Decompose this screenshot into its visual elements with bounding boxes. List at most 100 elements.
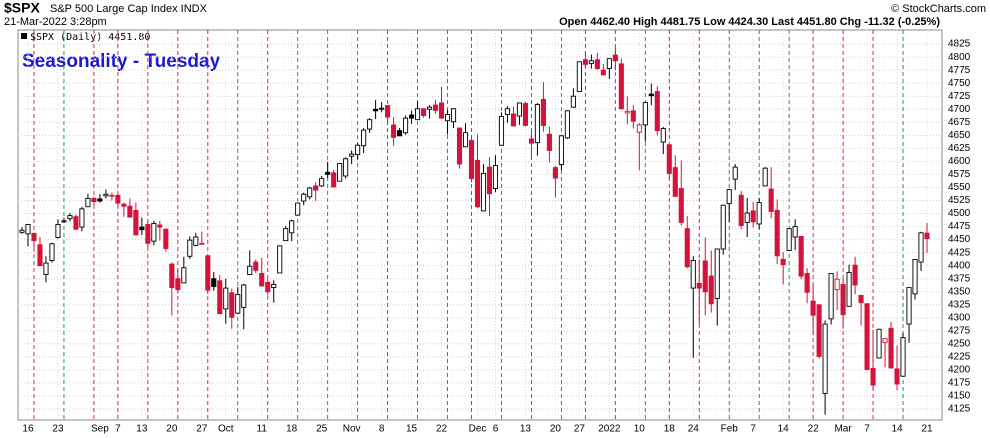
x-tick-label: 16 (22, 424, 34, 435)
candle-body (379, 107, 385, 110)
x-tick-label: 15 (406, 424, 418, 435)
y-tick-label: 4600 (948, 156, 971, 167)
candle-body (187, 239, 193, 257)
x-tick-label: 18 (286, 424, 298, 435)
candle-body (834, 278, 840, 291)
x-tick-label: Mar (834, 424, 852, 435)
candle-body (690, 260, 696, 289)
candle-body (85, 197, 91, 208)
y-tick-label: 4375 (948, 273, 971, 284)
candle-body (900, 337, 906, 377)
candle-body (702, 260, 708, 293)
y-tick-label: 4825 (948, 39, 971, 50)
candle-body (121, 203, 127, 207)
x-tick-label: 7 (864, 424, 870, 435)
candle-body (444, 114, 451, 122)
candle-body (870, 367, 876, 386)
candle-body (768, 188, 774, 212)
candle-body (840, 283, 846, 316)
candle-body (355, 144, 361, 156)
x-tick-label: 27 (574, 424, 586, 435)
candle-body (235, 293, 241, 314)
x-tick-label: 11 (257, 424, 268, 435)
candle-body (912, 258, 918, 295)
y-tick-label: 4450 (948, 234, 971, 245)
candle-body (804, 273, 810, 293)
datetime: 21-Mar-2022 3:28pm (4, 16, 107, 28)
candle-body (79, 208, 85, 228)
y-tick-label: 4225 (948, 352, 971, 363)
x-tick-label: 25 (316, 424, 328, 435)
y-tick-label: 4250 (948, 339, 971, 350)
candle-body (798, 236, 804, 277)
candle-body (720, 204, 726, 250)
candle-body (19, 229, 25, 233)
candle-body (450, 108, 457, 123)
candle-body (193, 236, 199, 246)
candles (19, 47, 930, 415)
candle-body (612, 54, 618, 62)
candle-body (25, 224, 31, 235)
candle-body (385, 105, 391, 118)
candle-body (894, 368, 900, 385)
candle-body (301, 193, 307, 202)
candle-body (43, 262, 49, 275)
candle-body (492, 165, 499, 189)
y-tick-label: 4500 (948, 208, 971, 219)
candle-body (630, 110, 636, 122)
candle-body (349, 153, 355, 157)
y-tick-label: 4125 (948, 404, 971, 415)
x-tick-label: 27 (196, 424, 208, 435)
candle-body (421, 108, 427, 116)
candle-body (888, 327, 894, 369)
candle-body (73, 216, 79, 230)
x-tick-label: Oct (218, 424, 234, 435)
candle-body (750, 210, 756, 223)
chart-title: Seasonality - Tuesday (22, 51, 221, 72)
y-tick-label: 4525 (948, 195, 971, 206)
candle-body (534, 104, 540, 144)
candle-body (271, 283, 277, 289)
candle-body (337, 163, 343, 182)
candle-body (31, 232, 37, 242)
legend-text: $SPX (Daily) 4451.80 (30, 32, 150, 43)
candle-body (265, 281, 271, 293)
candle-body (49, 243, 55, 261)
y-tick-label: 4325 (948, 299, 971, 310)
candle-body (528, 138, 534, 144)
candle-body (696, 282, 702, 289)
x-tick-label: 21 (921, 424, 933, 435)
candle-body (852, 264, 858, 286)
candle-body (55, 224, 61, 238)
candle-body (307, 187, 313, 198)
candle-body (163, 228, 169, 249)
candle-body (403, 117, 409, 134)
x-tick-label: 13 (520, 424, 532, 435)
candle-body (397, 130, 403, 137)
candle-body (175, 278, 181, 291)
candle-body (181, 267, 187, 284)
candle-body (600, 69, 606, 76)
candle-body (540, 98, 546, 126)
candle-body (409, 114, 415, 119)
candle-body (570, 95, 576, 108)
candle-body (906, 287, 912, 325)
candle-body (199, 242, 205, 245)
candle-body (660, 128, 666, 143)
y-tick-label: 4200 (948, 365, 971, 376)
x-tick-label: 14 (778, 424, 790, 435)
y-tick-label: 4700 (948, 104, 971, 115)
candle-body (37, 244, 43, 267)
candle-body (792, 226, 798, 238)
x-tick-label: Sep (91, 424, 109, 435)
x-tick-label: Nov (343, 424, 361, 435)
candle-body (127, 205, 133, 218)
candle-body (462, 132, 469, 148)
candle-body (480, 172, 487, 212)
candle-body (361, 129, 367, 147)
x-tick-label: 20 (550, 424, 562, 435)
candle-body (546, 133, 552, 151)
y-tick-label: 4625 (948, 143, 971, 154)
candle-body (438, 102, 445, 119)
x-tick-label: 22 (808, 424, 820, 435)
